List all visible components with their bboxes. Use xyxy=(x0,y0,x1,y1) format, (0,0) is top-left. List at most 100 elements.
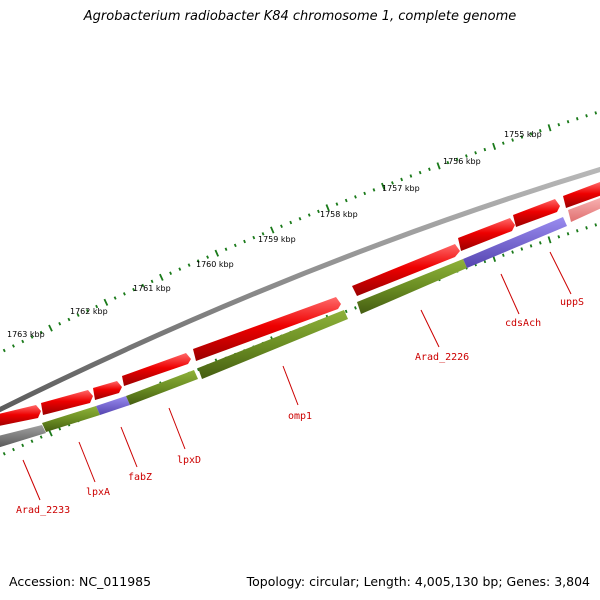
gene-forward-feature[interactable] xyxy=(122,353,191,386)
kbp-label-1757: 1757 kbp xyxy=(382,184,420,193)
inner-scale-tick xyxy=(354,306,357,310)
outer-scale-tick xyxy=(150,279,154,284)
gene-label-cdsAch[interactable]: cdsAch xyxy=(505,318,541,329)
gene-forward-feature[interactable] xyxy=(41,390,93,415)
outer-scale-tick xyxy=(58,322,62,326)
inner-scale-tick xyxy=(575,229,579,233)
outer-scale-tick xyxy=(363,191,367,196)
outer-scale-tick xyxy=(11,344,15,348)
inner-scale-tick xyxy=(538,241,542,245)
gene-forward-feature-light[interactable] xyxy=(568,198,600,222)
gene-leader-lines xyxy=(22,251,572,501)
outer-scale-tick xyxy=(103,298,109,306)
gene-label-lpxD[interactable]: lpxD xyxy=(177,455,201,466)
outer-scale-tick xyxy=(85,309,89,313)
gene-arad-2226-bar[interactable] xyxy=(357,259,467,314)
outer-scale-tick xyxy=(113,296,117,300)
outer-scale-tick xyxy=(446,160,450,165)
inner-scale-tick xyxy=(196,367,200,372)
outer-scale-tick xyxy=(381,182,386,190)
leader-lpxA xyxy=(78,441,96,483)
outer-scale-tick xyxy=(169,271,173,275)
outer-scale-tick xyxy=(76,313,80,317)
inner-scale-tick xyxy=(566,232,570,236)
genome-summary-text: Topology: circular; Length: 4,005,130 bp… xyxy=(246,574,590,589)
gene-cdsach-bar[interactable] xyxy=(463,217,567,268)
outer-scale-tick xyxy=(529,132,533,136)
outer-scale-tick xyxy=(391,181,394,185)
outer-scale-tick xyxy=(298,217,302,221)
outer-scale-tick xyxy=(354,195,357,199)
outer-scale-tick xyxy=(409,174,413,178)
kbp-label-1762: 1762 kbp xyxy=(70,307,108,316)
gene-forward-feature[interactable] xyxy=(458,218,515,251)
outer-scale-tick xyxy=(196,259,200,263)
outer-scale-tick xyxy=(418,170,422,175)
leader-arad-2226 xyxy=(420,309,440,348)
gene-forward-feature[interactable] xyxy=(193,297,341,361)
leader-omp1 xyxy=(282,365,299,406)
outer-scale-tick xyxy=(547,124,552,132)
gene-lpxd-bar[interactable] xyxy=(126,370,198,405)
gene-forward-feature[interactable] xyxy=(93,381,122,400)
kbp-label-1758: 1758 kbp xyxy=(320,210,358,219)
inner-scale-tick xyxy=(21,443,25,448)
outer-scale-tick xyxy=(474,151,477,155)
leader-cdsAch xyxy=(500,273,520,315)
gene-label-arad-2233[interactable]: Arad_2233 xyxy=(16,505,70,516)
outer-scale-tick xyxy=(566,120,570,124)
inner-scale-tick xyxy=(520,247,524,251)
gene-label-uppS[interactable]: uppS xyxy=(560,297,584,308)
outer-scale-tick xyxy=(270,226,275,234)
gene-arad-2233-bar[interactable] xyxy=(0,425,46,449)
outer-scale-tick xyxy=(243,239,246,244)
chromosome-backbone xyxy=(0,166,600,413)
inner-scale-tick xyxy=(58,427,62,431)
outer-scale-tick xyxy=(400,177,404,182)
outer-scale-tick xyxy=(465,154,468,158)
inner-scale-tick xyxy=(2,452,6,456)
gene-label-lpxA[interactable]: lpxA xyxy=(86,487,110,498)
outer-scale-tick xyxy=(95,304,99,309)
inner-scale-tick xyxy=(529,244,533,248)
outer-scale-tick xyxy=(132,287,136,292)
gene-lpxa-bar[interactable] xyxy=(42,406,100,432)
gene-forward-feature-partial[interactable] xyxy=(563,182,600,208)
gene-forward-feature[interactable] xyxy=(352,244,460,296)
gene-forward-feature[interactable] xyxy=(0,405,41,427)
outer-scale-tick xyxy=(261,232,265,236)
leader-fabZ xyxy=(120,426,138,468)
kbp-label-1760: 1760 kbp xyxy=(196,260,234,269)
outer-scale-tick xyxy=(511,138,514,142)
gene-fabz-bar[interactable] xyxy=(96,396,130,415)
kbp-scale-labels: 1755 kbp 1756 kbp 1757 kbp 1758 kbp 1759… xyxy=(7,130,542,339)
gene-omp1-bar[interactable] xyxy=(198,310,348,379)
gene-forward-feature[interactable] xyxy=(513,199,560,227)
gene-label-fabZ[interactable]: fabZ xyxy=(128,472,152,483)
outer-scale-tick xyxy=(39,330,43,335)
outer-scale-tick xyxy=(557,122,561,127)
kbp-label-1756: 1756 kbp xyxy=(443,157,481,166)
reverse-strand-genes xyxy=(0,217,567,449)
outer-scale-tick xyxy=(214,249,220,257)
outer-scale-tick xyxy=(455,157,459,162)
outer-scale-tick xyxy=(289,220,293,225)
inner-scale-tick xyxy=(594,223,598,227)
outer-scale-tick xyxy=(2,348,6,353)
outer-scale-tick xyxy=(187,263,191,267)
outer-scale-tick xyxy=(206,255,210,259)
inner-scale-tick xyxy=(547,236,552,244)
outer-scale-tick xyxy=(483,147,487,152)
gene-label-omp1[interactable]: omp1 xyxy=(288,411,312,422)
outer-scale-tick xyxy=(317,209,320,214)
outer-scale-tick xyxy=(436,162,441,170)
kbp-label-1759: 1759 kbp xyxy=(258,235,296,244)
gene-label-arad-2226[interactable]: Arad_2226 xyxy=(415,352,469,363)
outer-scale-tick xyxy=(224,247,228,251)
outer-scale-tick xyxy=(30,335,34,339)
kbp-label-1763: 1763 kbp xyxy=(7,330,45,339)
inner-scale-tick xyxy=(557,235,561,239)
leader-arad-2233 xyxy=(22,459,41,501)
